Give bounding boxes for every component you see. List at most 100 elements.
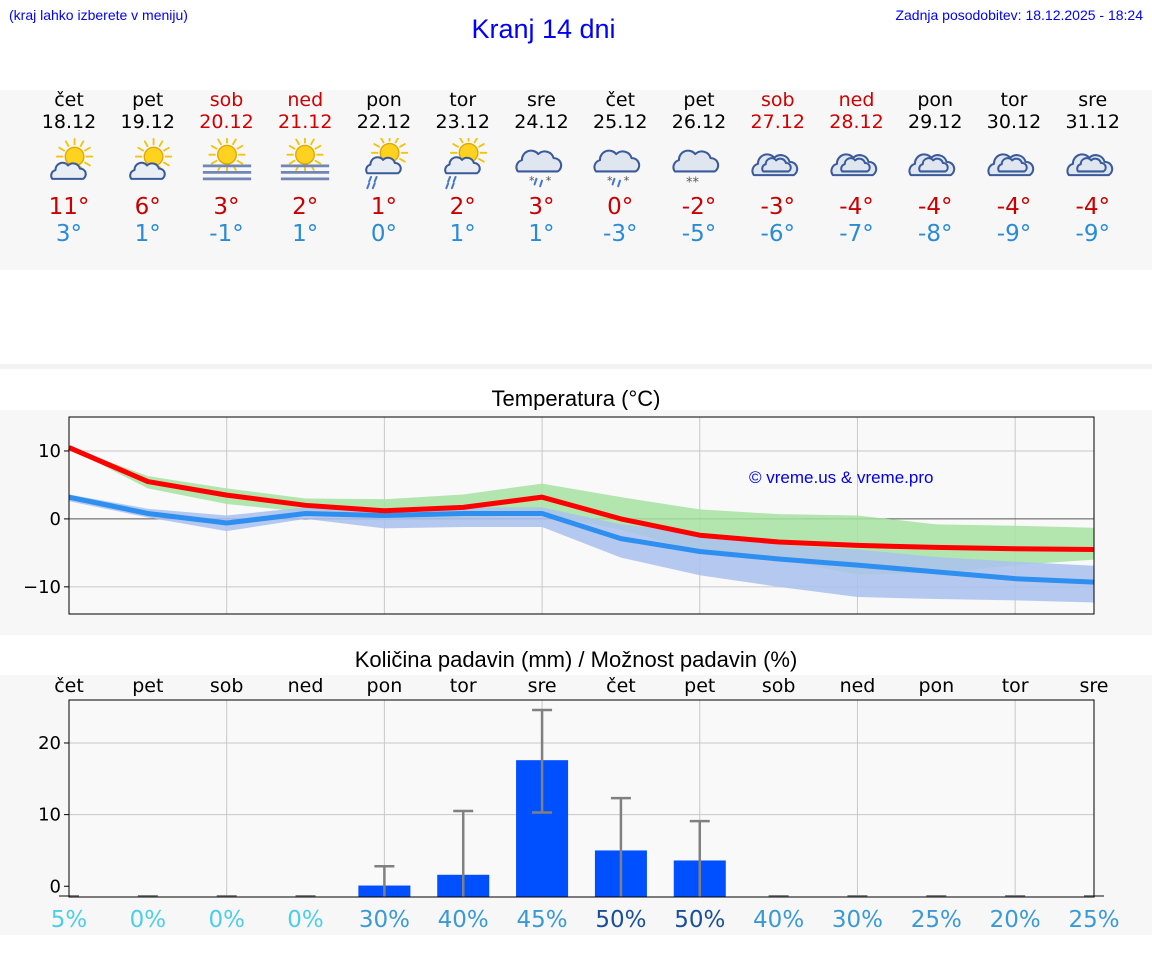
day-date: 21.12 [278,111,333,133]
sun-ray [458,138,464,144]
sun-ray [236,144,243,150]
precip-probability: 30% [832,907,883,933]
forecast-day: pet 26.12 ** -2° -5° [659,90,739,248]
cloud-icon [908,153,956,177]
cloud-snow-icon: ** [672,149,720,190]
day-axis-label: pet [684,675,715,697]
min-temp-line [68,494,1095,585]
day-name: ned [838,89,875,111]
day-name: sre [1078,89,1108,111]
max-temp: 3° [213,194,240,220]
max-temp: -4° [839,194,874,220]
precip-probability: 0% [130,907,167,933]
sun-ray [289,159,296,165]
forecast-day: sre 31.12 -4° -9° [1053,90,1133,248]
snowflake: ** [686,175,700,190]
day-date: 30.12 [986,111,1042,133]
day-axis-label: ned [288,675,324,697]
y-tick-label: 10 [38,805,61,826]
forecast-day: čet 18.12 11° 3° [29,90,109,248]
sun-ray [231,138,237,146]
chart-credit: © vreme.us & vreme.pro [749,468,934,487]
precip-probability: 45% [517,907,568,933]
day-date: 18.12 [41,111,97,133]
sun-ray [210,144,217,150]
sun-ray [84,161,91,167]
min-temp: -5° [681,221,717,247]
day-date: 22.12 [356,111,412,133]
y-tick-label: −10 [23,577,61,598]
sun-fog-icon [281,138,330,181]
day-axis-label: sob [762,675,796,697]
sun-disc [216,144,237,165]
cloud-shape [365,156,402,175]
sun-ray [295,138,301,146]
rain-drop [611,177,616,186]
plot-frame [68,699,1095,898]
max-temp: -4° [1075,194,1110,220]
min-temp: 1° [449,221,476,247]
min-temp: -7° [839,221,874,247]
forecast-day: pon 22.12 1° 0° [344,90,424,248]
cloud-icon [987,153,1035,177]
min-temp: 3° [55,221,83,247]
cloud-shape [839,157,871,173]
day-name: sob [760,89,795,111]
snowflake: * [545,174,551,187]
cloud-shape [1075,157,1107,173]
sun-ray [137,146,144,152]
cloud-sleet-icon: * * [593,149,641,187]
min-temp: 1° [528,221,555,247]
sun-ray [162,161,170,167]
sun-ray [310,138,316,146]
sun-ray [79,140,85,148]
sun-ray [58,146,66,152]
cloud-shape [50,161,87,180]
max-temp: 11° [48,194,90,220]
temperature-chart-svg: 10 0 −10 [23,416,1095,615]
sun-ray [477,157,485,163]
sun-ray [473,138,478,144]
precip-probability: 50% [595,907,646,933]
max-temp: 2° [292,194,319,220]
day-date: 23.12 [435,111,490,133]
precip-probability: 25% [1068,907,1119,933]
day-name: pet [683,89,715,111]
temperature-chart: 10 0 −10 [0,410,1152,635]
day-name: sre [527,89,556,111]
max-temp-line [68,445,1095,552]
sun-fog-icon [202,138,251,181]
sun-ray [314,144,322,150]
rain-drop [371,182,376,190]
sun-ray [452,143,459,148]
rain-drop [366,182,371,190]
sun-ray [84,146,91,152]
day-name: pon [366,89,402,111]
precipitation-chart: čet pet sob ned pon tor sre čet pet sob ned pon tor s… [0,675,1152,935]
precip-probability: 50% [674,907,725,933]
snowflake: * [529,174,535,187]
day-name: ned [287,89,324,111]
precip-probability: 30% [359,907,410,933]
sun-ray [394,138,400,144]
max-temp: -4° [996,194,1032,220]
sun-cloud-icon [50,138,94,180]
cloud-icon [829,153,877,177]
daily-forecast-panel: čet 18.12 11° 3° pet 19.12 6° 1° sob 20.12 3° -1° ne… [0,90,1152,270]
sun-ray [210,159,217,165]
day-axis-label: tor [1002,675,1029,697]
max-temp: -4° [918,194,953,220]
rain-drop [452,175,457,183]
temperature-chart-title: Temperatura (°C) [491,386,661,411]
max-temp: 6° [134,194,161,220]
rain-drop [450,182,455,190]
day-name: čet [54,89,84,111]
y-tick-label: 20 [38,733,61,754]
day-date: 20.12 [199,111,254,133]
rain-drop [538,179,543,188]
forecast-day: čet 25.12 * * 0° -3° [580,90,660,248]
max-temp: 1° [370,194,398,220]
day-axis-label: ned [840,675,876,697]
day-name: čet [605,89,636,111]
sun-cloud-rain-icon [443,138,487,190]
